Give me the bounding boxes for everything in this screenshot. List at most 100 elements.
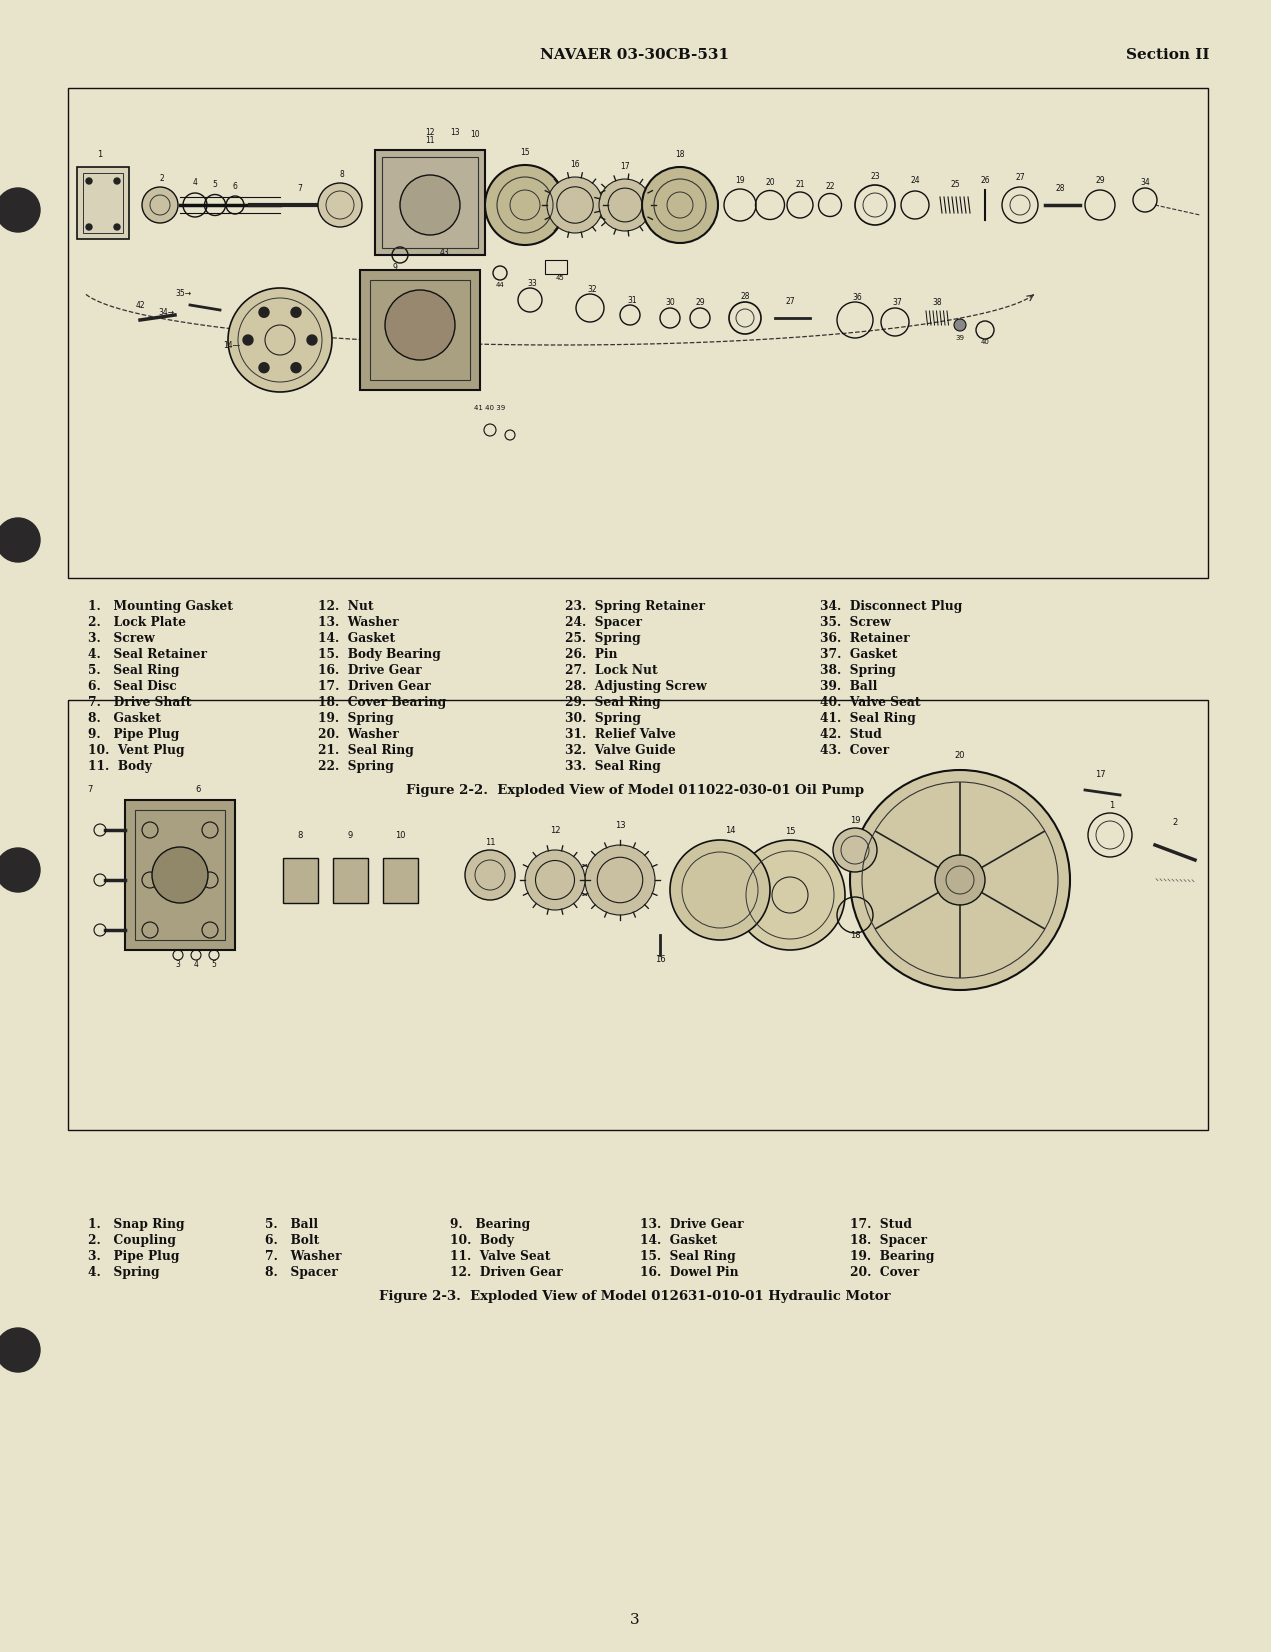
Text: 28: 28 (740, 292, 750, 301)
Bar (370, 279, 470, 380)
Text: 38.  Spring: 38. Spring (820, 664, 896, 677)
Text: 23.  Spring Retainer: 23. Spring Retainer (566, 600, 705, 613)
Text: 4.   Spring: 4. Spring (88, 1265, 160, 1279)
Text: 6.   Bolt: 6. Bolt (264, 1234, 319, 1247)
Text: 33.  Seal Ring: 33. Seal Ring (566, 760, 661, 773)
Circle shape (318, 183, 362, 226)
Text: 19.  Spring: 19. Spring (318, 712, 394, 725)
Text: 34→: 34→ (159, 307, 175, 317)
Text: 20.  Cover: 20. Cover (850, 1265, 919, 1279)
Text: 12.  Driven Gear: 12. Driven Gear (450, 1265, 563, 1279)
Text: 43.  Cover: 43. Cover (820, 743, 890, 757)
Text: NAVAER 03-30CB-531: NAVAER 03-30CB-531 (540, 48, 730, 63)
Text: 2: 2 (160, 173, 164, 183)
Text: 5.   Ball: 5. Ball (264, 1218, 318, 1231)
Text: 30: 30 (665, 297, 675, 307)
Bar (83, 173, 123, 233)
Text: 12: 12 (550, 826, 561, 834)
Bar (360, 269, 480, 390)
Text: 1.   Snap Ring: 1. Snap Ring (88, 1218, 184, 1231)
Text: 38: 38 (932, 297, 942, 307)
Circle shape (86, 225, 92, 230)
Text: 34.  Disconnect Plug: 34. Disconnect Plug (820, 600, 962, 613)
Text: 8: 8 (297, 831, 302, 839)
Text: 27: 27 (1016, 173, 1024, 182)
Text: 11.  Valve Seat: 11. Valve Seat (450, 1251, 550, 1264)
Circle shape (308, 335, 316, 345)
Text: 27: 27 (785, 297, 794, 306)
Text: 37: 37 (892, 297, 902, 307)
Text: 42.  Stud: 42. Stud (820, 729, 882, 742)
Text: 28.  Adjusting Screw: 28. Adjusting Screw (566, 681, 707, 692)
Circle shape (291, 363, 301, 373)
Text: 39: 39 (956, 335, 965, 340)
Circle shape (955, 319, 966, 330)
Circle shape (0, 1328, 39, 1373)
Text: Section II: Section II (1126, 48, 1210, 63)
Text: 3.   Pipe Plug: 3. Pipe Plug (88, 1251, 179, 1264)
Text: 13: 13 (615, 821, 625, 829)
Text: 7.   Drive Shaft: 7. Drive Shaft (88, 695, 192, 709)
Text: 15: 15 (520, 149, 530, 157)
Text: 8: 8 (339, 170, 344, 178)
Text: 22.  Spring: 22. Spring (318, 760, 394, 773)
Text: 19.  Bearing: 19. Bearing (850, 1251, 934, 1264)
Text: 19: 19 (735, 177, 745, 185)
Circle shape (547, 177, 602, 233)
Text: 12: 12 (426, 127, 435, 137)
Text: 39.  Ball: 39. Ball (820, 681, 877, 692)
Circle shape (599, 178, 651, 231)
Bar (375, 150, 486, 254)
Text: 1: 1 (98, 150, 103, 159)
Text: 36: 36 (852, 292, 862, 302)
Bar (135, 809, 225, 940)
Bar (69, 700, 1207, 1130)
Bar (333, 857, 369, 904)
Text: 18: 18 (675, 150, 685, 159)
Text: 41.  Seal Ring: 41. Seal Ring (820, 712, 916, 725)
Text: 16.  Dowel Pin: 16. Dowel Pin (641, 1265, 738, 1279)
Text: Figure 2-2.  Exploded View of Model 011022-030-01 Oil Pump: Figure 2-2. Exploded View of Model 01102… (405, 785, 864, 796)
Bar (545, 259, 567, 274)
Text: 18: 18 (850, 932, 860, 940)
Circle shape (642, 167, 718, 243)
Text: 5: 5 (211, 960, 216, 970)
Text: 14.  Gasket: 14. Gasket (641, 1234, 717, 1247)
Text: 27.  Lock Nut: 27. Lock Nut (566, 664, 658, 677)
Text: 24.  Spacer: 24. Spacer (566, 616, 642, 629)
Text: 20.  Washer: 20. Washer (318, 729, 399, 742)
Text: 29.  Seal Ring: 29. Seal Ring (566, 695, 661, 709)
Text: 9: 9 (347, 831, 352, 839)
Text: 35.  Screw: 35. Screw (820, 616, 891, 629)
Circle shape (833, 828, 877, 872)
Text: 14—: 14— (222, 340, 240, 350)
Text: 26: 26 (980, 177, 990, 185)
Text: 25.  Spring: 25. Spring (566, 633, 641, 644)
Text: Figure 2-3.  Exploded View of Model 012631-010-01 Hydraulic Motor: Figure 2-3. Exploded View of Model 01263… (379, 1290, 891, 1303)
Circle shape (291, 307, 301, 317)
Text: 4: 4 (193, 960, 198, 970)
Text: 32.  Valve Guide: 32. Valve Guide (566, 743, 676, 757)
Text: 43: 43 (440, 248, 450, 258)
Text: 32: 32 (587, 286, 597, 294)
Circle shape (0, 519, 39, 562)
Circle shape (385, 291, 455, 360)
Text: 9.   Pipe Plug: 9. Pipe Plug (88, 729, 179, 742)
Text: 7: 7 (297, 183, 302, 193)
Text: 42: 42 (135, 301, 145, 311)
Circle shape (400, 175, 460, 235)
Text: 31.  Relief Valve: 31. Relief Valve (566, 729, 676, 742)
Bar (78, 167, 128, 240)
Text: 11: 11 (484, 838, 496, 847)
Text: 24: 24 (910, 177, 920, 185)
Circle shape (935, 856, 985, 905)
Text: 19: 19 (850, 816, 860, 824)
Circle shape (585, 846, 655, 915)
Text: 1: 1 (1110, 801, 1115, 809)
Text: 21.  Seal Ring: 21. Seal Ring (318, 743, 414, 757)
Circle shape (228, 287, 332, 392)
Circle shape (735, 839, 845, 950)
Text: 7.   Washer: 7. Washer (264, 1251, 342, 1264)
Circle shape (259, 307, 269, 317)
Circle shape (243, 335, 253, 345)
